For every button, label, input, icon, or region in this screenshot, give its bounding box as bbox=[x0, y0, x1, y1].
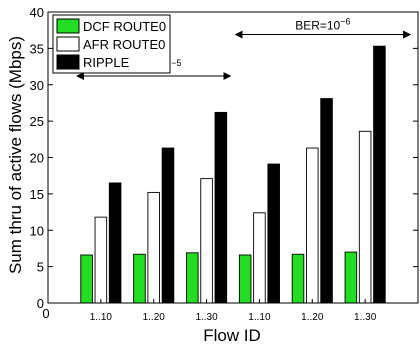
legend-swatch-afr-route0 bbox=[56, 36, 80, 52]
bar-dcf-route0-5 bbox=[291, 253, 305, 304]
legend: DCF ROUTE0 AFR ROUTE0 RIPPLE bbox=[52, 14, 171, 74]
ber-label-2: BER=10−6 bbox=[295, 17, 350, 33]
x-tick-label-3: 1..30 bbox=[195, 312, 218, 323]
bar-afr-route0-5 bbox=[306, 147, 319, 304]
x-tick-label-1: 1..10 bbox=[90, 312, 113, 323]
bar-afr-route0-2 bbox=[147, 191, 160, 304]
x-tick-label-5: 1..20 bbox=[301, 312, 324, 323]
bar-afr-route0-6 bbox=[358, 130, 372, 304]
legend-swatch-ripple bbox=[56, 54, 80, 70]
y-axis-title: Sum thru of active flows (Mbps) bbox=[6, 36, 25, 274]
bars-group bbox=[80, 45, 386, 304]
bar-ripple-3 bbox=[214, 111, 228, 304]
bar-dcf-route0-3 bbox=[186, 252, 199, 304]
legend-label-dcf-route0: DCF ROUTE0 bbox=[83, 19, 166, 34]
x-tick-label-2: 1..20 bbox=[143, 312, 166, 323]
y-tick-label: 5 bbox=[37, 260, 44, 275]
bar-dcf-route0-6 bbox=[344, 251, 358, 304]
y-tick-label: 15 bbox=[30, 187, 44, 202]
bar-ripple-5 bbox=[320, 98, 333, 304]
y-tick-label: 30 bbox=[30, 78, 44, 93]
y-tick-label: 20 bbox=[30, 151, 44, 166]
bar-afr-route0-3 bbox=[200, 178, 213, 304]
bar-afr-route0-4 bbox=[253, 212, 266, 304]
bar-ripple-4 bbox=[267, 163, 280, 304]
y-tick-label: 10 bbox=[30, 223, 44, 238]
legend-swatch-dcf-route0 bbox=[56, 18, 80, 34]
bar-dcf-route0-1 bbox=[80, 254, 93, 304]
legend-label-afr-route0: AFR ROUTE0 bbox=[83, 37, 165, 52]
y-tick-label: 40 bbox=[30, 5, 44, 20]
bar-dcf-route0-2 bbox=[133, 253, 146, 304]
bar-ripple-2 bbox=[161, 147, 175, 304]
axes-group: 0 5 10 15 20 25 30 35 40 0 1..10 1..20 1..30 1..10 1..… bbox=[30, 5, 419, 323]
x-axis-title: Flow ID bbox=[203, 326, 261, 344]
y-tick-label: 35 bbox=[30, 41, 44, 56]
bar-ripple-6 bbox=[373, 45, 386, 304]
bar-afr-route0-1 bbox=[94, 216, 108, 304]
x-tick-label-6: 1..30 bbox=[354, 312, 377, 323]
y-tick-label: 25 bbox=[30, 114, 44, 129]
legend-label-ripple: RIPPLE bbox=[83, 55, 130, 70]
x-tick-label-zero: 0 bbox=[42, 306, 49, 321]
bar-dcf-route0-4 bbox=[238, 254, 252, 304]
bar-ripple-1 bbox=[108, 182, 122, 304]
y-tick-label: 0 bbox=[37, 296, 44, 311]
x-tick-label-4: 1..10 bbox=[248, 312, 271, 323]
